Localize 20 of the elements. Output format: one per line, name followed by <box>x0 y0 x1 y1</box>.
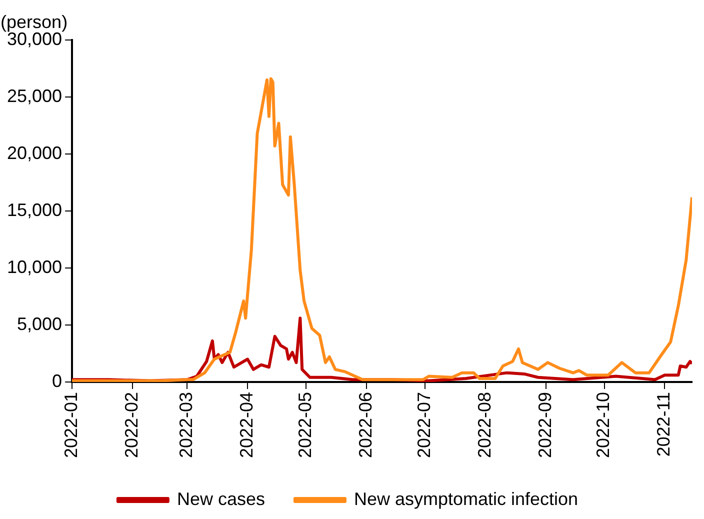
legend-label: New asymptomatic infection <box>354 488 578 509</box>
y-tick-label: 15,000 <box>6 200 62 220</box>
y-axis-title: (person) <box>0 12 68 32</box>
y-tick-label: 20,000 <box>6 142 62 163</box>
x-tick-label: 2022-08 <box>474 392 494 458</box>
y-tick-label: 25,000 <box>6 86 62 106</box>
x-tick-label: 2022-02 <box>121 392 142 458</box>
x-tick-label: 2022-11 <box>654 392 674 457</box>
x-tick-label: 2022-04 <box>236 392 256 458</box>
y-tick-label: 5,000 <box>17 314 62 334</box>
legend-label: New cases <box>176 488 265 509</box>
x-tick-label: 2022-03 <box>176 392 196 458</box>
x-tick-label: 2022-07 <box>414 392 434 458</box>
x-tick-label: 2022-06 <box>355 392 376 458</box>
x-tick-label: 2022-09 <box>534 392 555 458</box>
x-tick-label: 2022-05 <box>294 392 315 458</box>
x-tick-label: 2022-10 <box>593 392 614 458</box>
y-tick-label: 10,000 <box>6 256 62 277</box>
x-tick-label: 2022-01 <box>61 392 82 458</box>
y-tick-label: 0 <box>52 370 62 391</box>
